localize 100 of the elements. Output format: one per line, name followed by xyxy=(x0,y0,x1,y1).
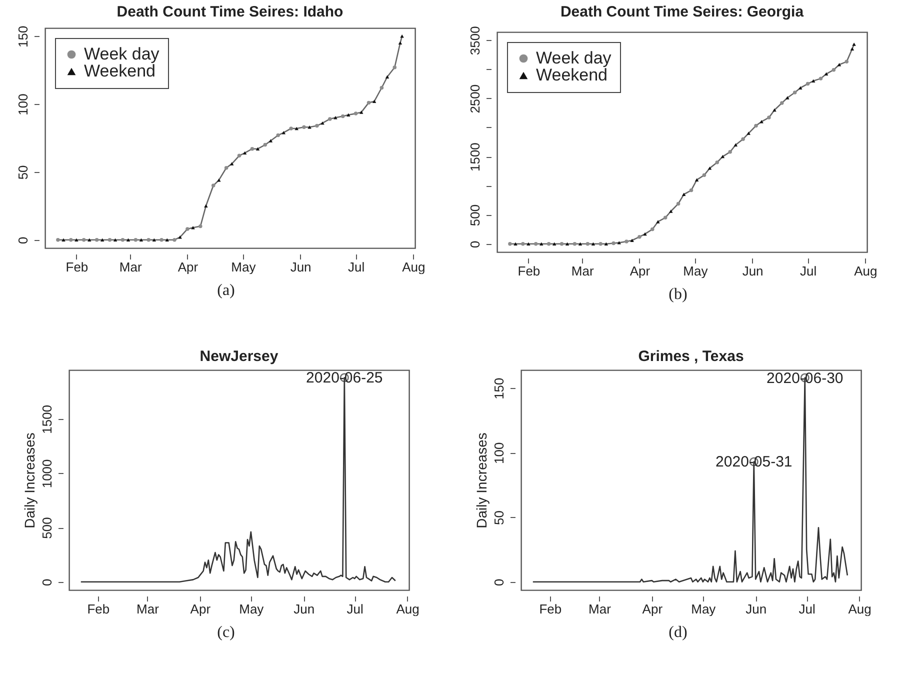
point xyxy=(372,100,376,103)
x-tick-label: May xyxy=(231,260,256,274)
legend-label: Week day xyxy=(84,44,160,64)
chart-title: Death Count Time Seires: Idaho xyxy=(116,3,344,20)
point xyxy=(256,147,260,150)
x-tick-label: Feb xyxy=(66,260,88,274)
point xyxy=(120,238,125,242)
point xyxy=(56,238,60,242)
point xyxy=(178,236,182,239)
point xyxy=(328,117,332,121)
y-tick-label: 0 xyxy=(16,236,30,244)
point xyxy=(837,62,842,66)
x-tick-label: Apr xyxy=(642,602,664,616)
y-axis-title: Daily Increases xyxy=(474,432,490,528)
point xyxy=(824,72,828,76)
point xyxy=(682,192,686,196)
point xyxy=(720,154,725,158)
point xyxy=(832,68,836,72)
point xyxy=(630,238,634,242)
x-tick-label: May xyxy=(683,264,708,278)
point xyxy=(572,242,577,246)
point xyxy=(650,227,654,232)
point xyxy=(798,86,802,90)
point xyxy=(669,210,673,213)
point xyxy=(82,238,86,242)
point xyxy=(198,224,202,228)
point xyxy=(806,82,810,86)
point xyxy=(186,227,190,231)
point xyxy=(534,242,538,246)
point xyxy=(852,42,856,46)
x-tick-label: Feb xyxy=(539,602,562,616)
x-tick-label: Mar xyxy=(119,260,142,274)
point xyxy=(211,184,216,188)
x-tick-label: Apr xyxy=(178,260,199,274)
y-axis-title: Daily Increases xyxy=(22,432,38,528)
point xyxy=(508,242,512,246)
point xyxy=(676,202,680,206)
point xyxy=(526,242,530,246)
y-tick-label: 1500 xyxy=(40,404,54,434)
x-tick-label: Jul xyxy=(800,264,817,278)
point xyxy=(134,238,138,242)
point xyxy=(521,242,525,246)
point xyxy=(560,242,564,246)
point xyxy=(276,133,280,138)
point xyxy=(88,238,92,242)
point xyxy=(392,66,397,70)
point xyxy=(617,241,621,244)
point xyxy=(792,90,797,94)
point xyxy=(754,124,758,128)
point xyxy=(366,100,371,105)
point xyxy=(734,143,738,147)
point xyxy=(591,242,596,246)
x-tick-label: Jun xyxy=(290,260,312,274)
point xyxy=(94,238,99,242)
x-tick-label: Aug xyxy=(402,260,426,274)
point xyxy=(552,242,556,246)
point xyxy=(282,130,286,134)
point xyxy=(546,242,551,246)
y-tick-label: 100 xyxy=(492,442,506,464)
point xyxy=(230,162,234,166)
point xyxy=(385,75,390,79)
text: (c) xyxy=(216,624,236,642)
point xyxy=(346,113,350,117)
x-tick-label: Apr xyxy=(190,602,212,616)
point xyxy=(242,151,247,155)
point xyxy=(811,79,816,83)
x-tick-label: Jul xyxy=(798,602,816,616)
point xyxy=(69,238,73,242)
point xyxy=(715,160,720,164)
line-series xyxy=(57,36,403,240)
point xyxy=(398,41,402,45)
legend-label: Weekend xyxy=(84,62,156,80)
point xyxy=(308,126,312,129)
x-tick-label: Mar xyxy=(588,602,612,616)
x-tick-label: Jul xyxy=(346,602,364,616)
point xyxy=(380,86,384,90)
x-tick-label: Jun xyxy=(742,264,764,278)
point xyxy=(844,60,849,64)
chart-title: Death Count Time Seires: Georgia xyxy=(560,4,804,21)
point xyxy=(340,114,345,118)
point xyxy=(565,242,570,246)
point xyxy=(172,238,176,242)
y-tick-label: 1500 xyxy=(468,142,482,172)
point xyxy=(315,124,319,128)
point xyxy=(612,241,616,246)
point xyxy=(354,112,358,116)
point xyxy=(780,101,784,105)
point xyxy=(400,34,404,38)
point xyxy=(604,242,608,246)
y-tick-label: 150 xyxy=(492,378,506,400)
y-tick-label: 500 xyxy=(468,204,482,226)
point xyxy=(113,238,118,242)
point xyxy=(100,238,104,242)
point xyxy=(74,238,78,242)
y-tick-label: 100 xyxy=(16,94,30,116)
point xyxy=(237,154,242,158)
point xyxy=(624,240,628,244)
point xyxy=(578,242,582,246)
point xyxy=(294,126,298,130)
x-tick-label: May xyxy=(691,602,716,616)
